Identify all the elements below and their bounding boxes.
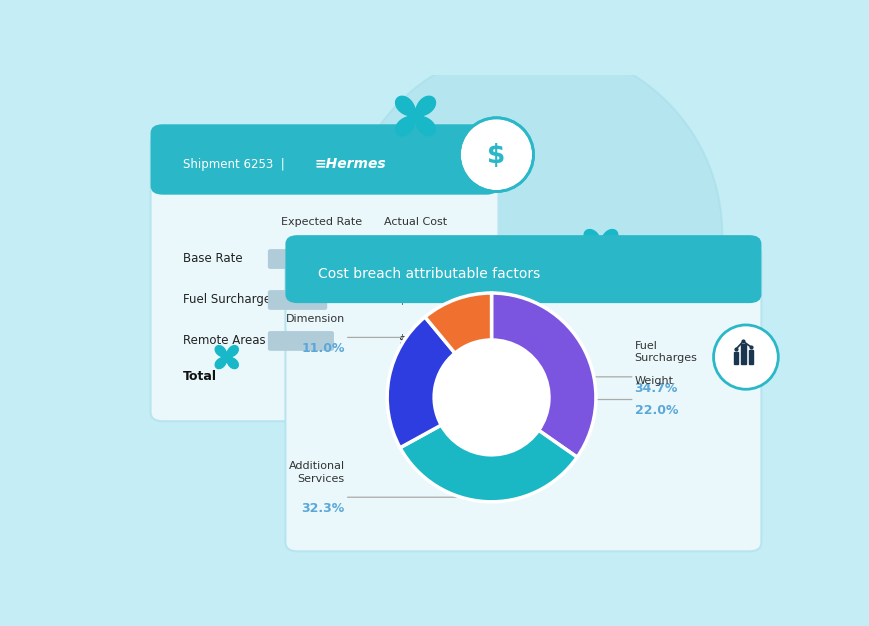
Text: Actual Cost: Actual Cost (383, 217, 447, 227)
Text: Fuel Surcharge: Fuel Surcharge (182, 293, 271, 305)
FancyBboxPatch shape (150, 125, 498, 195)
Wedge shape (400, 425, 576, 502)
FancyBboxPatch shape (285, 235, 760, 303)
Text: $1.80: $1.80 (398, 252, 432, 265)
FancyBboxPatch shape (150, 134, 498, 421)
FancyBboxPatch shape (268, 249, 341, 269)
Ellipse shape (713, 325, 778, 389)
Bar (740, 344, 745, 364)
Wedge shape (491, 293, 595, 457)
Text: Dimension: Dimension (285, 314, 344, 324)
Text: 32.3%: 32.3% (302, 502, 344, 515)
FancyBboxPatch shape (268, 331, 334, 351)
Text: Base Rate: Base Rate (182, 252, 242, 265)
Wedge shape (425, 293, 491, 353)
Circle shape (434, 340, 548, 455)
FancyBboxPatch shape (285, 245, 760, 552)
Text: 34.7%: 34.7% (634, 382, 677, 394)
Text: Weight: Weight (634, 376, 673, 386)
Text: Expected Rate: Expected Rate (281, 217, 362, 227)
Text: Additional
Services: Additional Services (289, 461, 344, 484)
Polygon shape (583, 230, 617, 263)
Text: ≡Hermes: ≡Hermes (314, 157, 386, 172)
Bar (733, 352, 738, 364)
Text: $2.00: $2.00 (398, 334, 432, 347)
FancyBboxPatch shape (268, 290, 327, 310)
Text: Total: Total (182, 370, 216, 383)
Text: 22.0%: 22.0% (634, 404, 678, 418)
Ellipse shape (459, 118, 533, 192)
Text: $0.30: $0.30 (398, 293, 432, 305)
Text: $: $ (487, 143, 505, 168)
Text: Remote Areas: Remote Areas (182, 334, 265, 347)
Text: Shipment 6253  |: Shipment 6253 | (182, 158, 284, 171)
Text: Fuel
Surcharges: Fuel Surcharges (634, 341, 697, 363)
Wedge shape (387, 317, 454, 448)
Bar (297, 276, 748, 294)
Text: Cost breach attributable factors: Cost breach attributable factors (317, 267, 540, 281)
Polygon shape (215, 346, 238, 369)
Text: 11.0%: 11.0% (301, 342, 344, 355)
Bar (747, 349, 753, 364)
Ellipse shape (344, 46, 721, 422)
Polygon shape (395, 96, 435, 136)
Bar (163, 167, 486, 186)
